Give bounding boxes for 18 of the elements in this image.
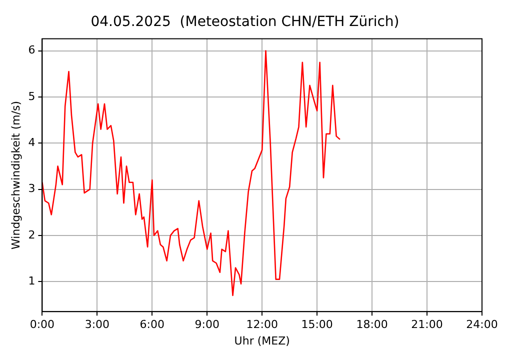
y-axis-title: Windgeschwindigkeit (m/s) xyxy=(9,100,22,250)
x-axis-title: Uhr (MEZ) xyxy=(234,334,290,348)
x-tick-label: 3:00 xyxy=(84,318,110,332)
y-tick-label: 3 xyxy=(28,182,36,196)
y-tick-label: 4 xyxy=(28,136,36,149)
x-tick-label: 24:00 xyxy=(466,318,498,332)
x-tick-label: 21:00 xyxy=(411,318,443,332)
x-tick-label: 18:00 xyxy=(356,318,388,332)
chart-title: 04.05.2025 (Meteostation CHN/ETH Zürich) xyxy=(90,14,400,30)
x-tick-label: 0:00 xyxy=(30,318,55,332)
y-tick-label: 5 xyxy=(28,90,36,103)
y-tick-label: 1 xyxy=(28,274,36,288)
x-tick-label: 9:00 xyxy=(194,318,220,332)
y-tick-label: 6 xyxy=(28,44,36,57)
x-tick-label: 6:00 xyxy=(140,318,164,332)
y-tick-label: 2 xyxy=(28,228,36,242)
x-tick-label: 15:00 xyxy=(301,318,333,332)
x-tick-label: 12:00 xyxy=(246,318,278,332)
